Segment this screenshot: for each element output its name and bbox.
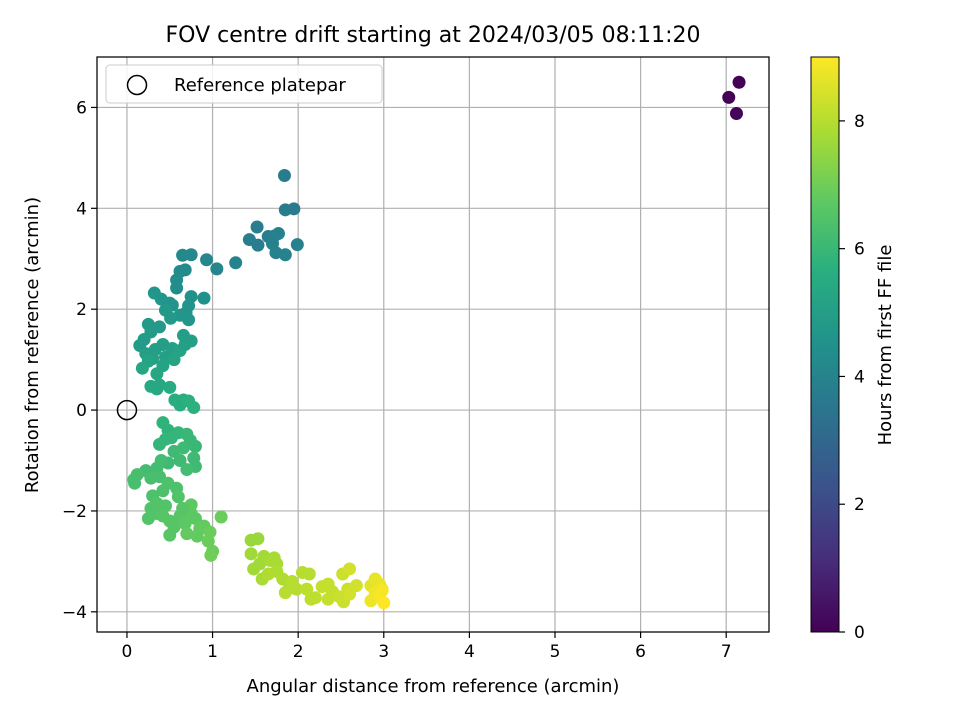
data-point [180,463,194,477]
data-point [278,248,292,262]
x-tick-label: 3 [378,642,389,662]
data-point [147,286,161,300]
plot-frame [96,56,770,633]
data-point [197,291,211,305]
data-point [178,517,192,531]
data-point [278,586,292,600]
data-point [200,253,214,267]
data-point [377,596,391,610]
axis-ticks: 0 1 2 3 4 5 6 7 −4 −2 0 2 4 6 [62,98,732,662]
data-point [300,582,314,596]
x-axis-label: Angular distance from reference (arcmin) [247,676,620,697]
colorbar-label: Hours from first FF file [875,245,896,446]
data-point [188,512,202,526]
data-point [135,361,149,375]
data-point [163,528,177,542]
data-point [163,380,177,394]
data-point [171,490,185,504]
data-point [375,584,389,598]
data-point [193,522,207,536]
colorbar-ticks: 0 2 4 6 8 [839,112,865,643]
data-point [343,562,357,576]
data-point [201,534,215,548]
data-point [308,591,322,605]
y-tick-label: 0 [76,401,87,421]
x-tick-label: 0 [122,642,133,662]
data-point [150,382,164,396]
data-point [180,527,194,541]
data-point [176,328,190,342]
data-point [176,501,190,515]
y-axis-label: Rotation from reference (arcmin) [22,197,43,493]
data-point [250,220,264,234]
data-point [152,437,166,451]
x-tick-label: 5 [550,642,561,662]
y-tick-label: 2 [76,300,87,320]
y-tick-label: −2 [62,502,87,522]
colorbar [810,56,840,633]
data-point [210,262,224,276]
data-point [204,548,218,562]
data-point [277,169,291,183]
colorbar-tick-label: 2 [854,495,865,515]
legend: Reference platepar [105,64,383,104]
data-point [167,353,181,367]
data-point [244,547,258,561]
data-point [229,256,243,270]
data-point [170,281,184,295]
colorbar-tick-label: 8 [854,112,865,132]
legend-reference-marker [126,74,148,96]
colorbar-tick-label: 4 [854,367,865,387]
data-point [214,510,228,524]
data-point [722,90,736,104]
y-tick-label: 4 [76,199,87,219]
colorbar-tick-label: 6 [854,240,865,260]
reference-marker [116,399,138,421]
data-point [176,248,190,262]
y-tick-label: −4 [62,603,87,623]
data-point [156,484,170,498]
data-point [349,579,363,593]
data-point [271,227,285,241]
data-point [290,238,304,252]
data-point [158,499,172,513]
x-tick-label: 7 [721,642,732,662]
data-point [302,567,316,581]
data-point [173,454,187,468]
x-tick-label: 1 [207,642,218,662]
data-point [251,532,265,546]
data-point [188,439,202,453]
reference-platepar-marker [116,399,138,421]
y-tick-label: 6 [76,98,87,118]
data-point [732,75,746,89]
data-point [141,512,155,526]
grid-lines [97,57,769,632]
data-point [187,401,201,415]
data-point [251,238,265,252]
data-point [150,367,164,381]
data-point [729,106,743,120]
chart-title: FOV centre drift starting at 2024/03/05 … [166,23,701,48]
data-point [128,476,142,490]
x-tick-label: 4 [464,642,475,662]
legend-entry-label: Reference platepar [174,75,346,96]
x-tick-label: 2 [293,642,304,662]
data-point [287,202,301,216]
colorbar-tick-label: 0 [854,623,865,643]
data-points [127,75,746,610]
data-point [164,311,178,325]
x-tick-label: 6 [635,642,646,662]
legend-box [105,64,383,104]
data-point [321,592,335,606]
data-point [289,582,303,596]
